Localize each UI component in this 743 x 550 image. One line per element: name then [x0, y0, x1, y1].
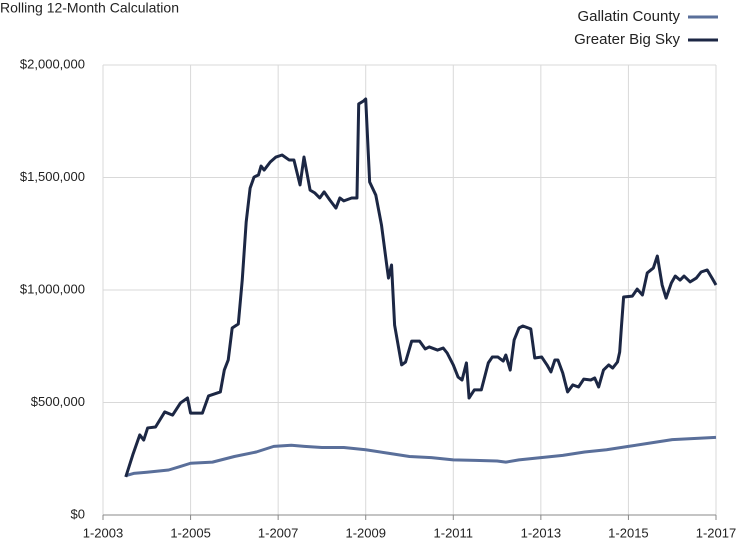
- legend-label: Greater Big Sky: [574, 31, 680, 48]
- x-tick-label: 1-2005: [170, 525, 210, 540]
- y-tick-label: $1,000,000: [20, 281, 85, 296]
- series-line: [124, 97, 718, 478]
- x-tick-label: 1-2013: [521, 525, 561, 540]
- x-tick-label: 1-2011: [434, 525, 474, 540]
- chart-title: Rolling 12-Month Calculation: [0, 0, 179, 16]
- y-tick-label: $0: [71, 506, 85, 521]
- y-tick-label: $1,500,000: [20, 169, 85, 184]
- y-tick-label: $500,000: [31, 394, 85, 409]
- y-tick-label: $2,000,000: [20, 56, 85, 71]
- x-tick-label: 1-2015: [608, 525, 648, 540]
- x-tick-label: 1-2017: [696, 525, 736, 540]
- legend-label: Gallatin County: [577, 8, 680, 25]
- x-tick-label: 1-2003: [83, 525, 123, 540]
- series-line: [125, 435, 717, 478]
- x-tick-label: 1-2007: [258, 525, 298, 540]
- x-tick-label: 1-2009: [345, 525, 385, 540]
